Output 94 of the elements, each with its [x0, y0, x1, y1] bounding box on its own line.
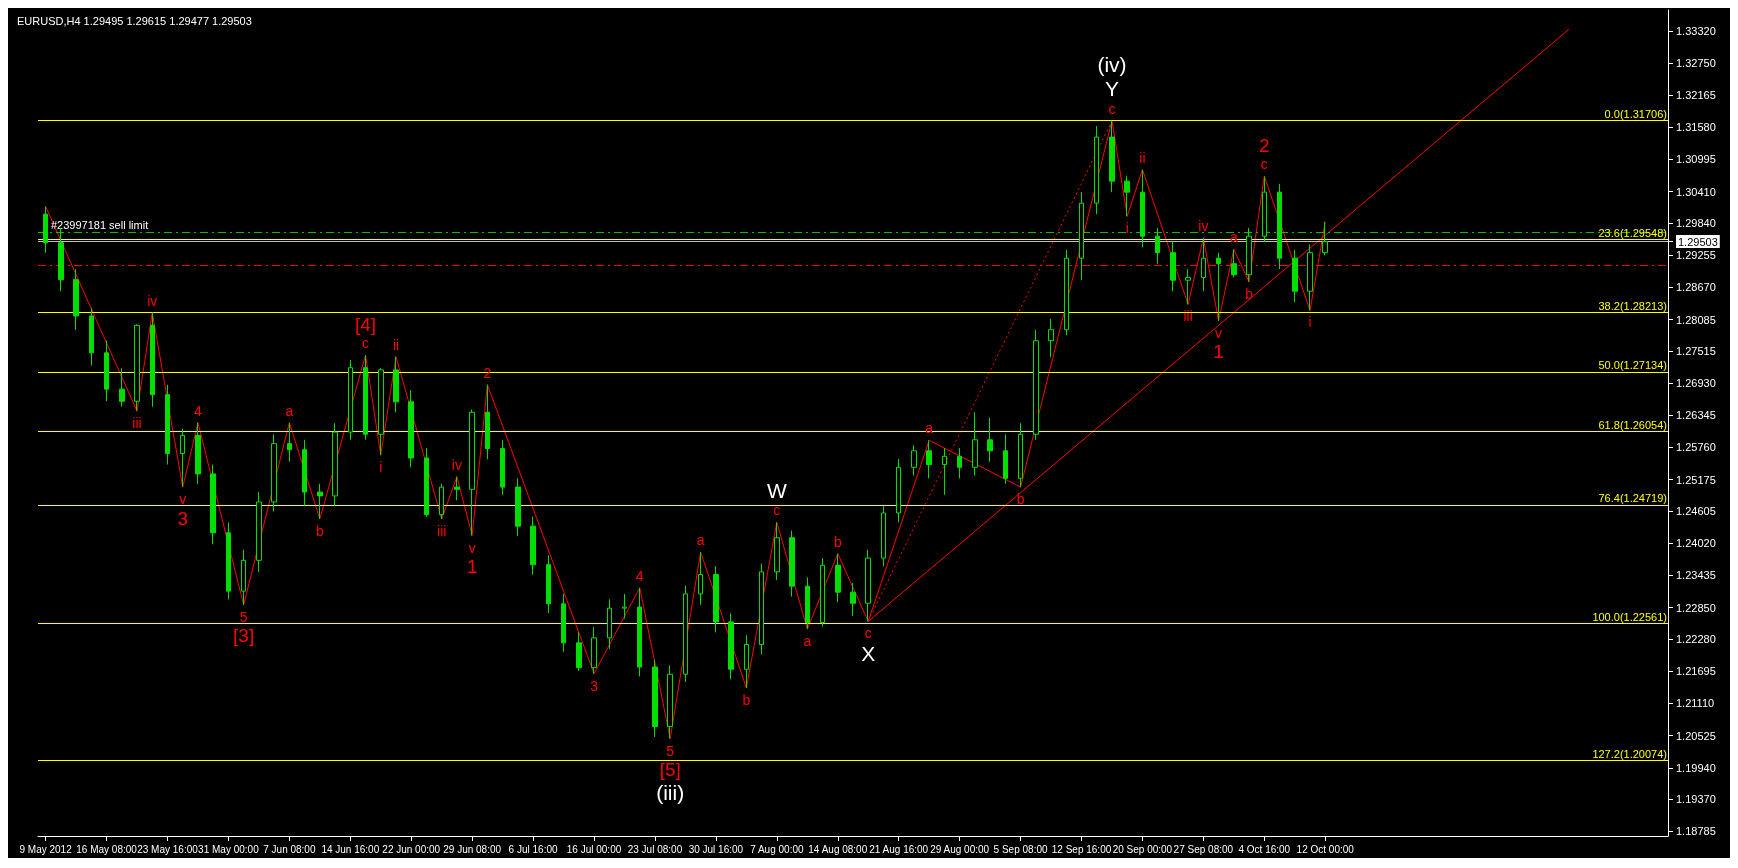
- x-tick-label: 12 Sep 16:00: [1051, 843, 1112, 855]
- annotation: a: [803, 633, 812, 650]
- y-tick-label: 1.29503: [1678, 235, 1718, 248]
- annotation: v 3: [177, 491, 189, 529]
- y-tick-label: 1.26345: [1676, 409, 1716, 422]
- ref-line-label: 38.2(1.28213): [1598, 300, 1667, 312]
- y-tick-label: 1.28085: [1676, 313, 1716, 326]
- annotation: [4] c: [354, 313, 377, 352]
- x-tick-label: 14 Jun 16:00: [321, 843, 380, 855]
- annotation: 4: [635, 567, 644, 584]
- y-tick-label: 1.27515: [1676, 344, 1716, 357]
- annotation: i: [379, 459, 383, 476]
- annotation: b: [1016, 491, 1025, 508]
- annotation: iv: [147, 292, 158, 309]
- y-tick-label: 1.24605: [1676, 505, 1716, 518]
- x-tick-label: 12 Oct 00:00: [1296, 843, 1355, 855]
- annotation: b: [833, 533, 842, 550]
- annotation: v 1: [466, 539, 478, 578]
- y-tick-label: 1.24020: [1676, 537, 1716, 550]
- y-tick-label: 1.19940: [1676, 761, 1716, 774]
- y-tick-label: 1.22280: [1676, 632, 1716, 645]
- y-tick-label: 1.25760: [1676, 441, 1716, 454]
- y-tick-label: 1.28670: [1676, 281, 1716, 294]
- x-tick-label: 14 Aug 08:00: [808, 843, 868, 855]
- annotation: iii: [437, 523, 447, 540]
- x-tick-label: 29 Aug 00:00: [930, 843, 990, 855]
- y-tick-label: 1.20525: [1676, 729, 1716, 742]
- x-tick-label: 22 Jun 00:00: [382, 843, 441, 855]
- y-tick-label: 1.25175: [1676, 473, 1716, 486]
- ref-line-label: 61.8(1.26054): [1598, 418, 1667, 431]
- annotation: b: [315, 523, 324, 540]
- annotation: c: [773, 502, 781, 519]
- x-tick-label: 29 Jun 08:00: [443, 843, 502, 855]
- x-tick-label: 20 Sep 00:00: [1112, 843, 1173, 855]
- y-tick-label: 1.30995: [1676, 153, 1716, 166]
- y-tick-label: 1.32165: [1676, 89, 1716, 102]
- x-tick-label: 7 Aug 00:00: [750, 843, 804, 855]
- y-tick-label: 1.21110: [1676, 697, 1715, 710]
- x-tick-label: 23 Jul 08:00: [627, 843, 683, 855]
- ref-line-label: 127.2(1.20074): [1592, 747, 1667, 760]
- x-tick-label: 21 Aug 16:00: [869, 843, 929, 855]
- y-tick-label: 1.26930: [1676, 377, 1716, 390]
- ref-line-label: 23.6(1.29548): [1598, 226, 1667, 239]
- annotation: v 1: [1213, 324, 1224, 363]
- x-tick-label: 27 Sep 08:00: [1173, 843, 1234, 855]
- annotation: iv: [451, 456, 462, 473]
- annotation: W: [766, 478, 787, 502]
- annotation: 3: [590, 677, 599, 694]
- annotation: 5 [3]: [233, 608, 255, 647]
- data-label: (iv) Y: [1097, 53, 1127, 101]
- annotation: iii: [132, 415, 142, 432]
- ref-line-label: 0.0(1.31706): [1604, 107, 1667, 120]
- annotation: iii: [1183, 308, 1193, 325]
- annotation: a: [285, 402, 294, 419]
- y-tick-label: 1.29840: [1676, 216, 1716, 229]
- x-tick-label: 16 May 08:00: [76, 843, 138, 855]
- annotation: c: [864, 625, 872, 642]
- ref-line-label: 76.4(1.24719): [1598, 492, 1667, 505]
- y-tick-label: 1.19370: [1676, 793, 1716, 806]
- y-tick-label: 1.29255: [1676, 249, 1716, 262]
- x-tick-label: 31 May 00:00: [198, 843, 260, 855]
- annotation: 4: [194, 402, 203, 419]
- y-tick-label: 1.30410: [1676, 185, 1716, 198]
- annotation: ii: [392, 336, 400, 353]
- y-tick-label: 1.32750: [1676, 56, 1716, 69]
- annotation: i: [1125, 220, 1129, 237]
- ref-line-label: #23997181 sell limit: [51, 219, 149, 232]
- x-tick-label: 30 Jul 16:00: [688, 843, 744, 855]
- annotation: i: [1308, 314, 1312, 331]
- x-tick-label: 5 Sep 08:00: [993, 843, 1048, 855]
- chart-title: EURUSD,H4 1.29495 1.29615 1.29477 1.29503: [17, 14, 252, 27]
- y-tick-label: 1.33320: [1676, 25, 1716, 38]
- x-tick-label: 7 Jun 08:00: [263, 843, 316, 855]
- y-tick-label: 1.22850: [1676, 601, 1716, 614]
- ref-line-label: 100.0(1.22561): [1592, 611, 1667, 624]
- annotation: c: [1108, 100, 1116, 117]
- y-tick-label: 1.21695: [1676, 665, 1716, 678]
- annotation: iv: [1198, 217, 1209, 234]
- x-tick-label: 6 Jul 16:00: [508, 843, 558, 855]
- ref-line-label: 50.0(1.27134): [1598, 359, 1667, 372]
- annotation: b: [1245, 285, 1254, 302]
- y-tick-label: 1.18785: [1676, 825, 1716, 838]
- x-tick-label: 23 May 16:00: [137, 843, 199, 855]
- y-tick-label: 1.31580: [1676, 121, 1716, 134]
- annotation: a: [696, 532, 705, 549]
- y-tick-label: 1.23435: [1676, 569, 1716, 582]
- x-tick-label: 4 Oct 16:00: [1238, 843, 1291, 855]
- data-label: X: [861, 641, 876, 665]
- x-tick-label: 16 Jul 00:00: [566, 843, 622, 855]
- x-tick-label: 9 May 2012: [19, 843, 73, 855]
- annotation: ii: [1139, 149, 1146, 166]
- annotation: 5 [5] (iii): [656, 742, 685, 805]
- annotation: 2 c: [1259, 134, 1270, 173]
- annotation: b: [742, 691, 751, 708]
